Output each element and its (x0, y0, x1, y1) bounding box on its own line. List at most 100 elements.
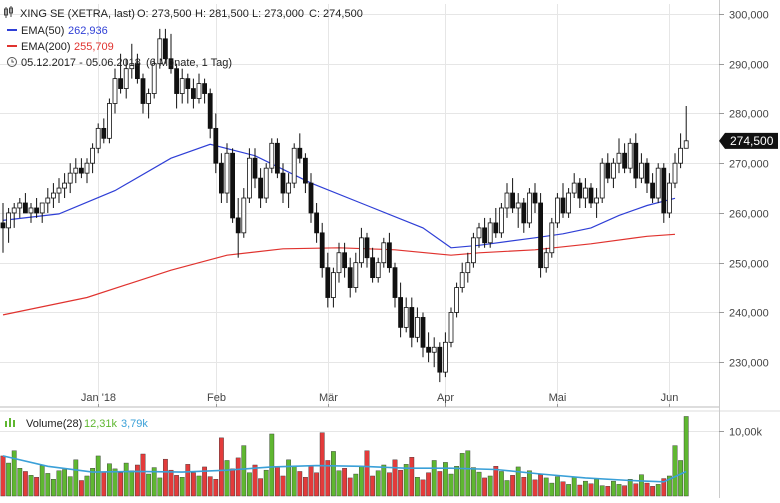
ema50-label: EMA(50) (21, 25, 64, 37)
ema200-value: 255,709 (74, 41, 114, 53)
candle (560, 183, 566, 218)
candle (297, 133, 303, 164)
candle (358, 227, 364, 268)
candle (112, 68, 118, 114)
volume-bar (241, 445, 247, 497)
volume-bar (510, 475, 515, 497)
candle (84, 158, 90, 184)
candle-body-down (521, 202, 527, 224)
volume-bar (62, 469, 68, 497)
candle (633, 133, 639, 189)
candle (95, 123, 101, 154)
clock-icon (7, 57, 17, 67)
volume-bar (168, 469, 174, 497)
volume-bar (454, 466, 459, 497)
y-tick-label: 230,000 (729, 358, 769, 370)
volume-bar (521, 477, 527, 497)
candle-body-up (442, 341, 448, 373)
candle-body-up (90, 147, 95, 164)
volume-bar (90, 468, 96, 497)
candle (286, 173, 292, 208)
volume-bar (583, 480, 588, 497)
date-range: 05.12.2017 - 05.06.2018 (21, 57, 141, 69)
y-tick-label: 290,000 (729, 60, 769, 72)
candle-body-up (465, 262, 471, 274)
low-value: L: 273,000 (252, 8, 304, 20)
volume-bar (23, 471, 28, 497)
volume-bar (443, 462, 448, 497)
candle (230, 148, 236, 223)
candle-body-up (627, 142, 633, 169)
volume-average-line (2, 455, 687, 483)
volume-average-value: 3,79k (121, 418, 148, 430)
candle (207, 88, 213, 139)
volume-bar (202, 466, 207, 497)
y-tick-label: 270,000 (729, 159, 769, 171)
candle-body-down (319, 232, 325, 269)
candle (426, 332, 432, 363)
volume-bar (381, 464, 387, 497)
volume-bar (347, 477, 353, 497)
volume-bar (588, 483, 594, 497)
candle (308, 173, 314, 223)
last-price-badge: 274,500 (719, 132, 778, 149)
candle-body-up (672, 162, 678, 184)
candle (246, 148, 252, 203)
candle-body-up (107, 103, 112, 139)
candle-body-down (218, 162, 224, 194)
ema200-label: EMA(200) (21, 41, 71, 53)
candle-body-down (207, 93, 213, 129)
candle (56, 178, 62, 203)
candle (0, 203, 6, 253)
candle-body-down (577, 182, 583, 199)
candle-body-up (611, 162, 616, 179)
candle (168, 33, 174, 74)
candle (336, 242, 342, 283)
symbol-line: XING SE (XETRA, last) (20, 8, 135, 20)
candle-body-up (45, 197, 51, 204)
candle (403, 297, 409, 333)
candle-body-down (162, 38, 168, 60)
candle (291, 143, 297, 189)
volume-bar (398, 469, 403, 497)
x-tick-label: Mai (549, 392, 567, 404)
candle-body-down (325, 267, 331, 298)
candle-body-down (437, 346, 443, 373)
volume-bar (336, 470, 342, 497)
volume-bar (11, 450, 17, 497)
candle-body-down (190, 88, 196, 99)
candle (252, 148, 258, 189)
candle-body-up (179, 78, 185, 94)
volume-bar (577, 484, 583, 497)
volume-bar (667, 475, 672, 497)
candle (392, 262, 398, 308)
candle (549, 217, 555, 258)
volume-bar (644, 482, 650, 497)
volume-label: Volume(28) (26, 418, 82, 430)
candle (678, 133, 683, 169)
candle-body-down (386, 242, 392, 269)
candle (538, 193, 543, 278)
candle (118, 53, 123, 94)
candle (51, 183, 56, 208)
candle-body-down (101, 127, 107, 139)
volume-bar (39, 465, 45, 497)
candle (330, 267, 336, 308)
candle-body-down (0, 222, 6, 229)
volume-bar (353, 473, 359, 497)
candle-body-down (532, 192, 538, 204)
candle-body-down (185, 78, 191, 89)
candle (655, 163, 661, 203)
candle-body-up (263, 167, 269, 199)
candle-body-down (34, 207, 39, 214)
y-axis-labels: 230,000 240,000 250,000 260,000 270,000 280,0… (729, 10, 769, 439)
open-value: O: 273,500 (137, 8, 191, 20)
volume-bar (549, 482, 555, 497)
volume-bar (269, 433, 275, 497)
candle-body-up (616, 152, 622, 164)
candle (6, 207, 11, 243)
candle (62, 173, 67, 199)
candle (157, 28, 163, 69)
candle (375, 257, 381, 283)
